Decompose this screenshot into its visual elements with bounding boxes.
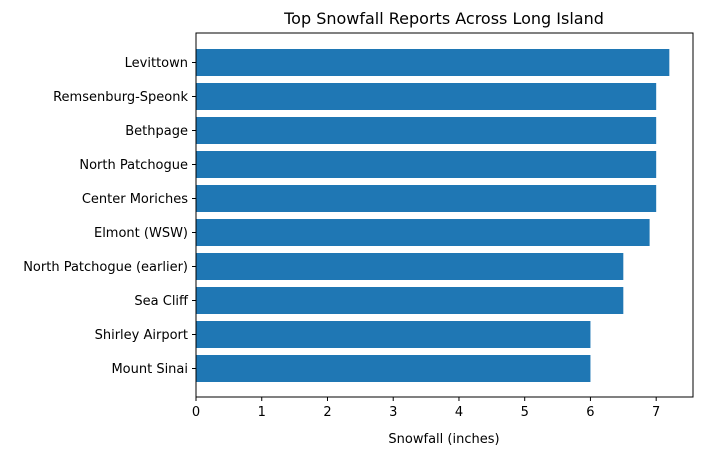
y-tick-label: Elmont (WSW) [94,226,188,241]
chart-title: Top Snowfall Reports Across Long Island [283,9,604,28]
x-axis-ticks: 0 1 2 3 4 5 6 7 [192,397,660,420]
y-axis-ticks: Levittown Remsenburg-Speonk Bethpage North … [23,56,196,377]
x-tick-label: 5 [521,405,529,420]
x-tick-label: 6 [586,405,594,420]
x-tick-label: 0 [192,405,200,420]
bar-6 [196,253,624,280]
y-tick-label: Shirley Airport [95,328,188,343]
y-tick-label: Bethpage [125,124,188,139]
y-tick-label: Center Moriches [82,192,188,207]
y-tick-label: Remsenburg-Speonk [53,90,188,105]
bar-5 [196,219,650,246]
bar-7 [196,287,624,314]
x-tick-label: 2 [323,405,331,420]
x-axis-label: Snowfall (inches) [388,432,499,447]
bar-1 [196,83,657,110]
y-tick-label: Sea Cliff [134,294,189,309]
x-tick-label: 3 [389,405,397,420]
bar-2 [196,117,657,144]
y-tick-label: Levittown [125,56,188,71]
x-tick-label: 7 [652,405,660,420]
bar-3 [196,151,657,178]
y-tick-label: Mount Sinai [111,362,188,377]
x-tick-label: 4 [455,405,463,420]
bar-9 [196,355,591,382]
bar-8 [196,321,591,348]
bars-group [196,49,670,382]
bar-4 [196,185,657,212]
bar-0 [196,49,670,76]
y-tick-label: North Patchogue [79,158,188,173]
plot-frame [195,32,694,398]
y-tick-label: North Patchogue (earlier) [23,260,188,275]
x-tick-label: 1 [258,405,266,420]
